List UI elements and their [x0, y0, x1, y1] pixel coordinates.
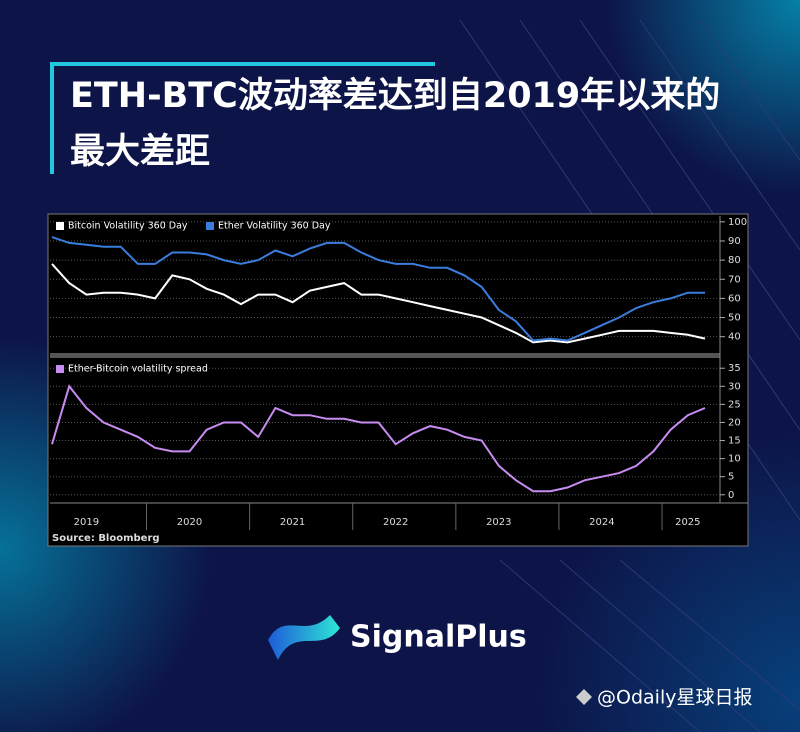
chart-frame	[47, 213, 749, 547]
y-tick-label: 60	[728, 293, 741, 304]
x-tick-label: 2021	[280, 517, 305, 528]
legend-label: Ether Volatility 360 Day	[218, 221, 331, 232]
legend-label: Ether-Bitcoin volatility spread	[68, 364, 208, 375]
y-tick-label: 70	[728, 274, 741, 285]
y-tick-label: 35	[728, 363, 741, 374]
series-line	[51, 384, 706, 493]
legend-swatch	[206, 222, 214, 230]
y-tick-label: 0	[728, 490, 734, 501]
y-tick-label: 50	[728, 313, 741, 324]
y-tick-label: 15	[728, 436, 741, 447]
legend-label: Bitcoin Volatility 360 Day	[68, 221, 188, 232]
x-tick-label: 2019	[74, 517, 99, 528]
watermark-icon	[576, 689, 592, 705]
watermark: @Odaily星球日报	[597, 687, 752, 709]
panel-separator	[50, 353, 720, 358]
series-line	[51, 236, 705, 342]
logo: SignalPlus	[268, 615, 527, 660]
y-tick-label: 10	[728, 454, 741, 465]
x-tick-label: 2020	[177, 517, 202, 528]
legend-swatch	[56, 222, 64, 230]
y-tick-label: 90	[728, 236, 741, 247]
x-tick-label: 2025	[675, 517, 700, 528]
title: ETH-BTC波动率差达到自2019年以来的最大差距	[70, 76, 721, 172]
y-tick-label: 40	[728, 332, 741, 343]
x-tick-label: 2024	[589, 517, 614, 528]
legend-swatch	[56, 365, 64, 373]
accent	[50, 62, 54, 174]
accent	[50, 62, 435, 66]
y-tick-label: 5	[728, 472, 734, 483]
y-tick-label: 20	[728, 417, 741, 428]
series-line	[51, 263, 706, 344]
brand: SignalPlus	[350, 620, 527, 655]
y-tick-label: 80	[728, 255, 741, 266]
y-tick-label: 30	[728, 381, 741, 392]
source: Source: Bloomberg	[52, 533, 160, 544]
y-tick-label: 25	[728, 399, 741, 410]
y-tick-label: 100	[728, 217, 747, 228]
x-tick-label: 2022	[383, 517, 408, 528]
x-tick-label: 2023	[486, 517, 511, 528]
